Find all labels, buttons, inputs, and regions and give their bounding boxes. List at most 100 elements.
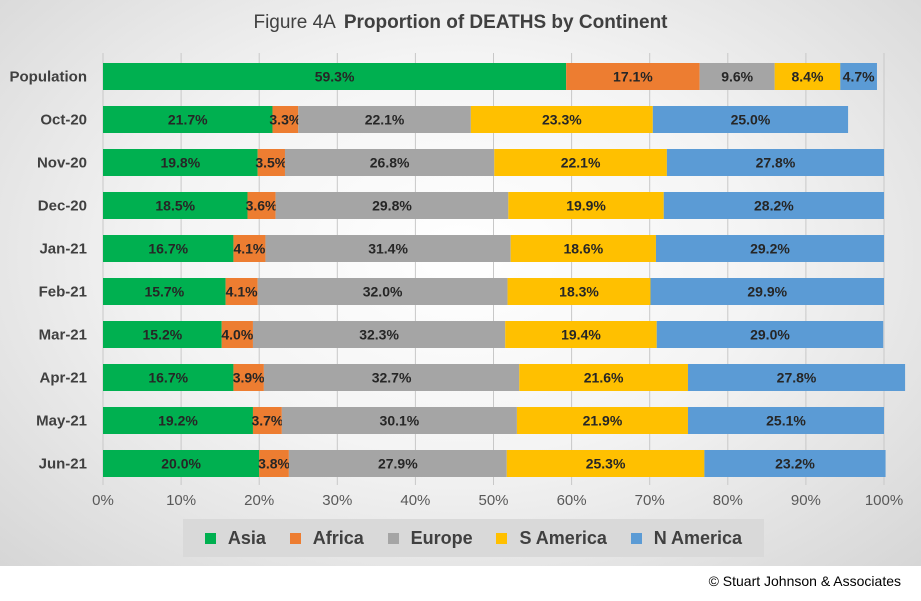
data-label: 16.7%	[148, 370, 188, 386]
bar-segment	[650, 278, 884, 305]
data-label: 16.7%	[148, 241, 188, 257]
data-label: 21.6%	[584, 370, 624, 386]
data-label: 30.1%	[380, 413, 420, 429]
data-label: 3.9%	[233, 370, 265, 386]
bar-segment	[263, 364, 520, 391]
bar-segment	[288, 450, 507, 477]
data-label: 32.0%	[363, 284, 403, 300]
data-label: 23.2%	[775, 456, 815, 472]
bar-segment	[252, 407, 282, 434]
data-label: 4.0%	[221, 327, 253, 343]
data-label: 19.9%	[566, 198, 606, 214]
bar-segment	[699, 63, 775, 90]
data-label: 3.5%	[255, 155, 287, 171]
data-label: 25.1%	[766, 413, 806, 429]
legend-swatch	[630, 532, 642, 544]
category-label: May-21	[36, 413, 87, 430]
bar-segment	[519, 364, 688, 391]
data-label: 17.1%	[613, 69, 653, 85]
bar-segment	[247, 192, 276, 219]
data-label: 26.8%	[370, 155, 410, 171]
bar-segment	[221, 321, 253, 348]
data-label: 23.3%	[542, 112, 582, 128]
bar-segment	[652, 106, 849, 133]
category-label: Oct-20	[40, 112, 87, 129]
data-label: 59.3%	[315, 69, 355, 85]
bar-segment	[566, 63, 700, 90]
data-label: 19.8%	[160, 155, 200, 171]
x-tick-label: 100%	[865, 492, 903, 509]
x-tick-label: 60%	[557, 492, 587, 509]
data-label: 25.0%	[731, 112, 771, 128]
bar-segment	[840, 63, 877, 90]
bar-segment	[265, 235, 511, 262]
x-tick-label: 30%	[322, 492, 352, 509]
category-label: Nov-20	[37, 155, 87, 172]
bar-segment	[225, 278, 258, 305]
bar-segment	[663, 192, 884, 219]
x-tick-label: 80%	[713, 492, 743, 509]
x-tick-label: 40%	[400, 492, 430, 509]
title-text: Proportion of DEATHS by Continent	[343, 12, 668, 33]
legend-item: Africa	[289, 528, 364, 549]
data-label: 29.9%	[747, 284, 787, 300]
bar-segment	[298, 106, 471, 133]
bar-segment	[508, 192, 664, 219]
bar-segment	[103, 149, 258, 176]
bar-segment	[687, 407, 884, 434]
legend-swatch	[387, 532, 399, 544]
bar-segment	[655, 235, 884, 262]
x-tick-label: 90%	[791, 492, 821, 509]
bar-segment	[704, 450, 886, 477]
bar-segment	[506, 450, 705, 477]
bar-segment	[275, 192, 509, 219]
data-label: 21.9%	[583, 413, 623, 429]
legend-swatch	[289, 532, 301, 544]
bar-segment	[103, 192, 248, 219]
bar-segment	[470, 106, 653, 133]
data-label: 27.8%	[756, 155, 796, 171]
data-label: 28.2%	[754, 198, 794, 214]
legend-label: Asia	[227, 527, 266, 548]
x-tick-label: 50%	[478, 492, 508, 509]
bar-segment	[507, 278, 651, 305]
bar-segment	[272, 106, 299, 133]
bar-segment	[103, 407, 253, 434]
bar-segment	[494, 149, 667, 176]
data-label: 3.7%	[251, 413, 283, 429]
bar-segment	[656, 321, 884, 348]
data-label: 15.7%	[144, 284, 184, 300]
category-label: Jun-21	[39, 456, 87, 473]
copyright-notice: © Stuart Johnson & Associates	[708, 573, 901, 589]
data-label: 15.2%	[143, 327, 183, 343]
data-label: 22.1%	[561, 155, 601, 171]
bar-segment	[687, 364, 906, 391]
category-label: Mar-21	[39, 327, 87, 344]
bar-segment	[103, 278, 226, 305]
data-label: 18.5%	[155, 198, 195, 214]
data-label: 8.4%	[792, 69, 824, 85]
data-label: 32.7%	[372, 370, 412, 386]
bar-segment	[510, 235, 656, 262]
bar-segment	[259, 450, 289, 477]
legend-item: N America	[630, 527, 743, 549]
data-label: 19.4%	[561, 327, 601, 343]
bar-segment	[666, 149, 884, 176]
legend-label: N America	[653, 527, 743, 548]
chart-area: Figure 4A Proportion of DEATHS by Contine…	[0, 0, 921, 566]
bar-segment	[774, 63, 841, 90]
bar-segment	[257, 149, 285, 176]
data-label: 18.6%	[563, 241, 603, 257]
x-tick-label: 70%	[635, 492, 665, 509]
legend-label: S America	[519, 527, 607, 548]
category-label: Apr-21	[39, 370, 87, 387]
legend-swatch	[204, 532, 216, 544]
data-label: 29.0%	[750, 327, 790, 343]
x-tick-label: 20%	[244, 492, 274, 509]
data-label: 4.1%	[233, 241, 265, 257]
data-label: 27.9%	[378, 456, 418, 472]
chart-title: Figure 4A Proportion of DEATHS by Contine…	[0, 12, 921, 34]
legend-item: Asia	[204, 527, 266, 549]
bar-segment	[103, 63, 567, 90]
legend-item: Europe	[387, 528, 473, 549]
